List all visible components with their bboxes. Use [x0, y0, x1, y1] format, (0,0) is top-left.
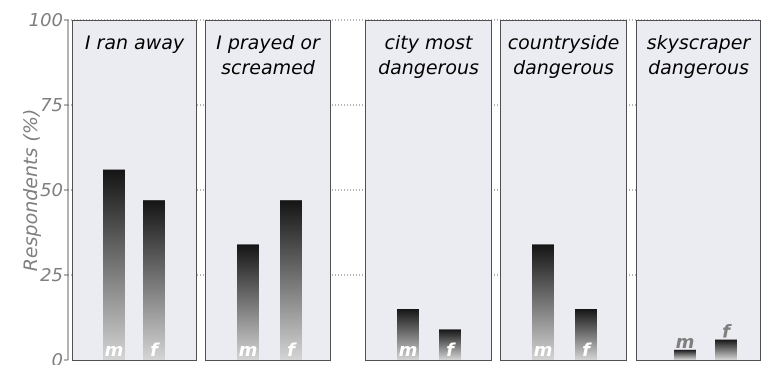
panel: I ran away m f: [72, 20, 197, 361]
bar-category-label: m: [534, 340, 553, 361]
y-axis: 0 25 50 75 100: [29, 10, 69, 365]
panel-title: dangerous: [378, 57, 479, 79]
panel: I prayed or screamed m f: [205, 20, 331, 361]
panel-title: countryside: [508, 32, 620, 54]
bar-category-label: m: [399, 340, 418, 361]
y-tick-label: 50: [40, 180, 63, 201]
bar: [237, 244, 259, 360]
panel-title: dangerous: [648, 57, 749, 79]
bar: [103, 169, 125, 360]
bar: [143, 200, 165, 360]
panel-background: [365, 20, 492, 361]
bar: [532, 244, 554, 360]
panel-title: I prayed or: [216, 32, 321, 54]
bar-category-label: m: [105, 340, 124, 361]
bar-category-label: f: [287, 340, 297, 361]
y-tick-label: 25: [40, 265, 63, 286]
panel-title: screamed: [221, 57, 316, 79]
bar-category-label: m: [239, 340, 258, 361]
panel: city most dangerous m f: [365, 20, 492, 361]
panel-title: city most: [385, 32, 474, 54]
bar: [280, 200, 302, 360]
panel-title: skyscraper: [647, 32, 752, 54]
y-tick-label: 100: [29, 10, 63, 31]
bar: [715, 339, 737, 360]
bar: [674, 349, 696, 360]
y-tick-label: 0: [52, 350, 63, 365]
panel-title: dangerous: [513, 57, 614, 79]
panel: countryside dangerous m f: [500, 20, 627, 361]
bar-category-label: f: [582, 340, 592, 361]
y-tick-label: 75: [40, 95, 63, 116]
panel-background: [636, 20, 761, 361]
bar-category-label: f: [446, 340, 456, 361]
panel-background: [72, 20, 197, 361]
y-axis-title: Respondents (%): [20, 109, 42, 272]
bar-category-label: f: [722, 322, 732, 343]
bar-category-label: m: [676, 332, 695, 353]
bar: [397, 309, 419, 360]
panel-title: I ran away: [85, 32, 185, 54]
bar: [575, 309, 597, 360]
panel-background: [500, 20, 627, 361]
panel-background: [205, 20, 331, 361]
bar: [439, 329, 461, 360]
bar-category-label: f: [150, 340, 160, 361]
panel: skyscraper dangerous m f: [636, 20, 761, 361]
